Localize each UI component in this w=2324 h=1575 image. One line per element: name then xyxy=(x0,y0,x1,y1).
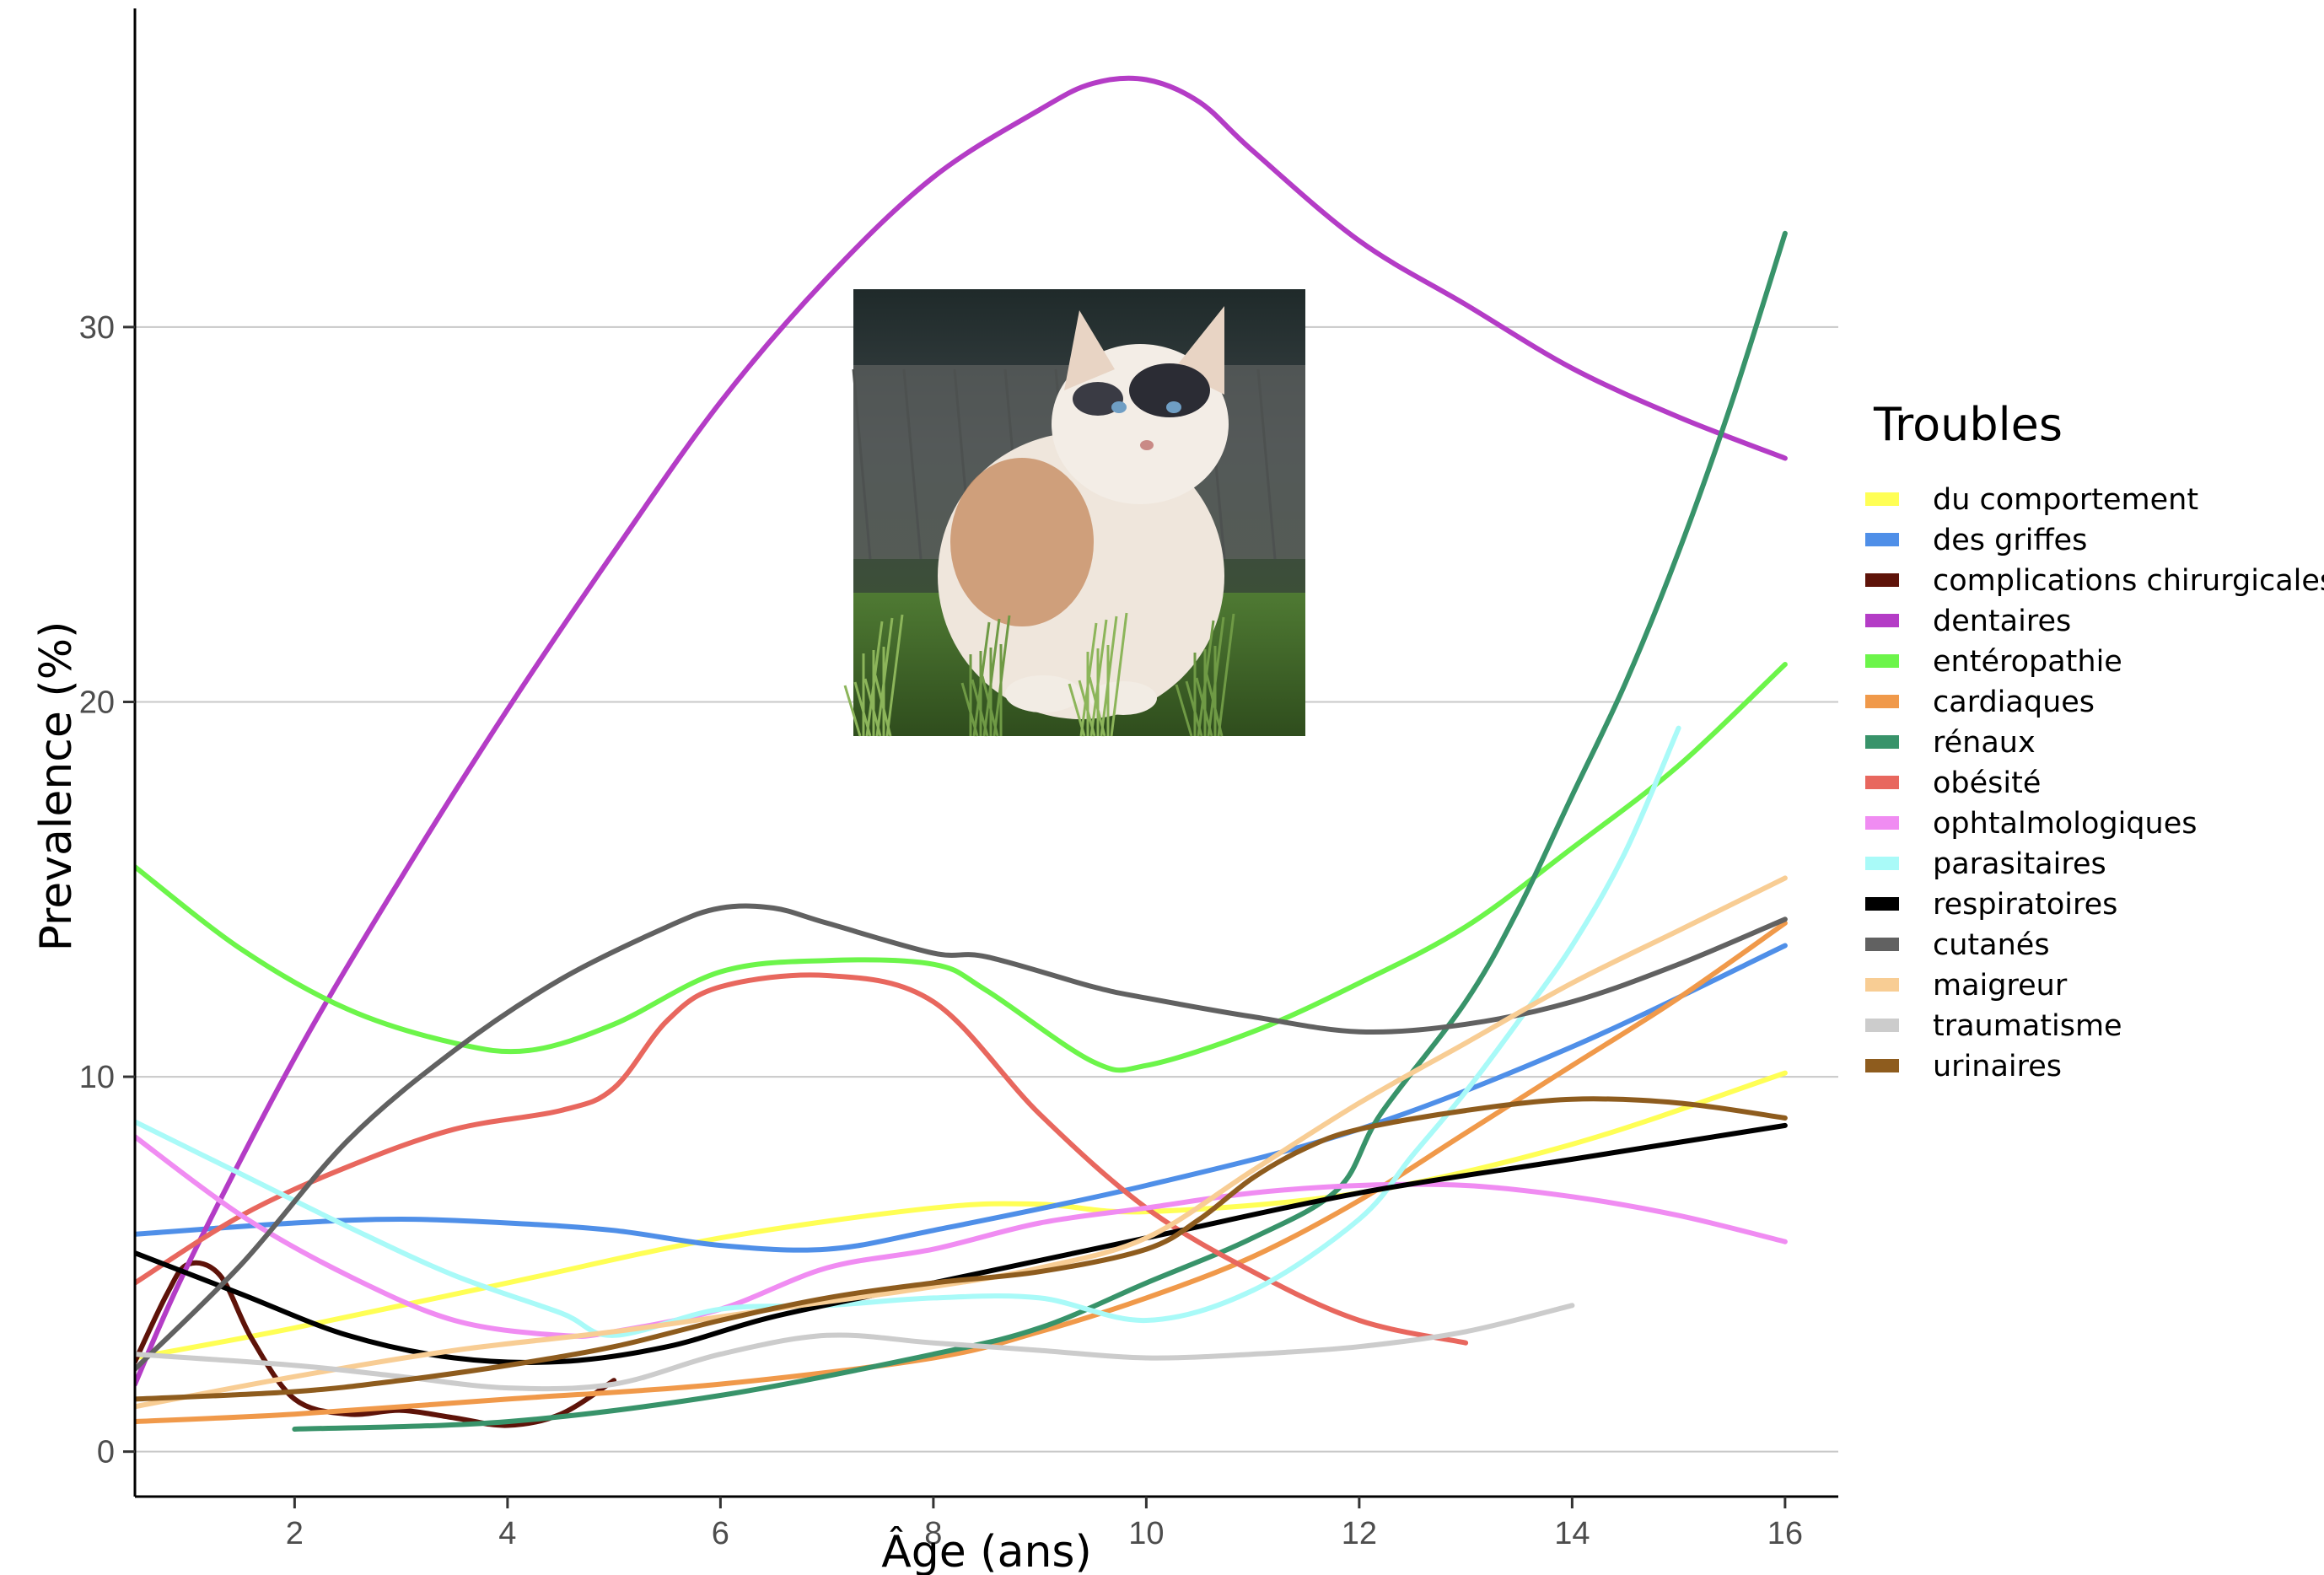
x-tick-label-10: 10 xyxy=(1128,1516,1164,1551)
x-tick-label-12: 12 xyxy=(1342,1516,1377,1551)
legend-label: parasitaires xyxy=(1933,847,2106,881)
y-tick-label-20: 20 xyxy=(79,685,115,720)
legend-item-traumatisme: traumatisme xyxy=(1865,1009,2122,1043)
legend-item-dentaires: dentaires xyxy=(1865,605,2071,638)
legend-item-respiratoires: respiratoires xyxy=(1865,888,2117,922)
x-tick-label-4: 4 xyxy=(498,1516,516,1551)
series-line-ophtalmologiques xyxy=(135,1134,1788,1339)
series-line-cardiaques xyxy=(135,920,1788,1425)
legend-item-maigreur: maigreur xyxy=(1865,969,2068,1003)
legend-label: urinaires xyxy=(1933,1050,2062,1083)
legend-item-obesite: obésité xyxy=(1865,766,2041,800)
x-tick-label-14: 14 xyxy=(1554,1516,1590,1551)
legend-swatch xyxy=(1865,816,1899,830)
legend-item-du-comportement: du comportement xyxy=(1865,483,2198,517)
legend-label: traumatisme xyxy=(1933,1009,2122,1043)
series-line-parasitaires xyxy=(135,725,1681,1338)
y-tick-label-30: 30 xyxy=(79,310,115,346)
legend-label: dentaires xyxy=(1933,605,2071,638)
legend-swatch xyxy=(1865,654,1899,668)
legend-label: complications chirurgicales xyxy=(1933,564,2324,598)
series-line-obesite xyxy=(135,972,1469,1346)
legend-swatch xyxy=(1865,857,1899,870)
legend-swatch xyxy=(1865,492,1899,506)
legend-swatch xyxy=(1865,1059,1899,1072)
legend-item-ophtalmologiques: ophtalmologiques xyxy=(1865,807,2197,841)
legend-label: cutanés xyxy=(1933,928,2050,962)
series-line-enteropathie xyxy=(135,662,1788,1073)
series-line-traumatisme xyxy=(135,1303,1575,1392)
legend-label: obésité xyxy=(1933,766,2041,800)
legend-item-complications-chirurgicales: complications chirurgicales xyxy=(1865,564,2324,598)
legend-label: des griffes xyxy=(1933,524,2087,557)
legend-label: ophtalmologiques xyxy=(1933,807,2197,841)
series-line-des-griffes xyxy=(135,943,1788,1253)
legend-label: cardiaques xyxy=(1933,685,2095,719)
legend-label: maigreur xyxy=(1933,969,2068,1003)
legend-item-renaux: rénaux xyxy=(1865,726,2036,760)
y-tick-label-0: 0 xyxy=(97,1435,115,1470)
cat-photo xyxy=(843,289,1305,737)
x-axis-title: Âge (ans) xyxy=(881,1526,1092,1575)
x-tick-label-8: 8 xyxy=(924,1516,942,1551)
series-line-du-comportement xyxy=(135,1070,1788,1361)
series-line-respiratoires xyxy=(135,1122,1788,1365)
legend-item-cardiaques: cardiaques xyxy=(1865,685,2095,719)
series-line-urinaires xyxy=(135,1096,1788,1402)
legend-swatch xyxy=(1865,897,1899,911)
legend-item-cutanes: cutanés xyxy=(1865,928,2050,962)
legend-label: respiratoires xyxy=(1933,888,2117,922)
legend-swatch xyxy=(1865,695,1899,708)
series-lines xyxy=(135,75,1788,1432)
legend-item-enteropathie: entéropathie xyxy=(1865,645,2122,679)
legend-swatch xyxy=(1865,533,1899,546)
series-line-dentaires xyxy=(135,75,1788,1387)
legend-swatch xyxy=(1865,978,1899,992)
legend-item-des-griffes: des griffes xyxy=(1865,524,2087,557)
legend-item-parasitaires: parasitaires xyxy=(1865,847,2106,881)
series-line-cutanes xyxy=(135,903,1788,1372)
legend-swatch xyxy=(1865,735,1899,749)
legend-swatch xyxy=(1865,1019,1899,1032)
legend-item-urinaires: urinaires xyxy=(1865,1050,2062,1083)
legend-swatch xyxy=(1865,573,1899,587)
legend-label: entéropathie xyxy=(1933,645,2122,679)
x-tick-label-2: 2 xyxy=(286,1516,304,1551)
legend-swatch xyxy=(1865,614,1899,627)
y-tick-label-10: 10 xyxy=(79,1060,115,1095)
series-line-renaux xyxy=(292,230,1788,1432)
series-line-maigreur xyxy=(135,875,1788,1410)
legend-swatch xyxy=(1865,938,1899,951)
legend-title: Troubles xyxy=(1873,398,2063,451)
axes: 2 4 6 8 10 12 14 16 0 10 20 30 Âge (ans) Prevalence (… xyxy=(31,8,1838,1575)
y-axis-title: Prevalence (%) xyxy=(31,621,82,952)
legend-swatch xyxy=(1865,776,1899,789)
legend-label: du comportement xyxy=(1933,483,2198,517)
legend: Troubles du comportement des griffes compli… xyxy=(1865,398,2324,1083)
legend-label: rénaux xyxy=(1933,726,2036,760)
x-tick-label-16: 16 xyxy=(1767,1516,1803,1551)
x-tick-label-6: 6 xyxy=(712,1516,729,1551)
